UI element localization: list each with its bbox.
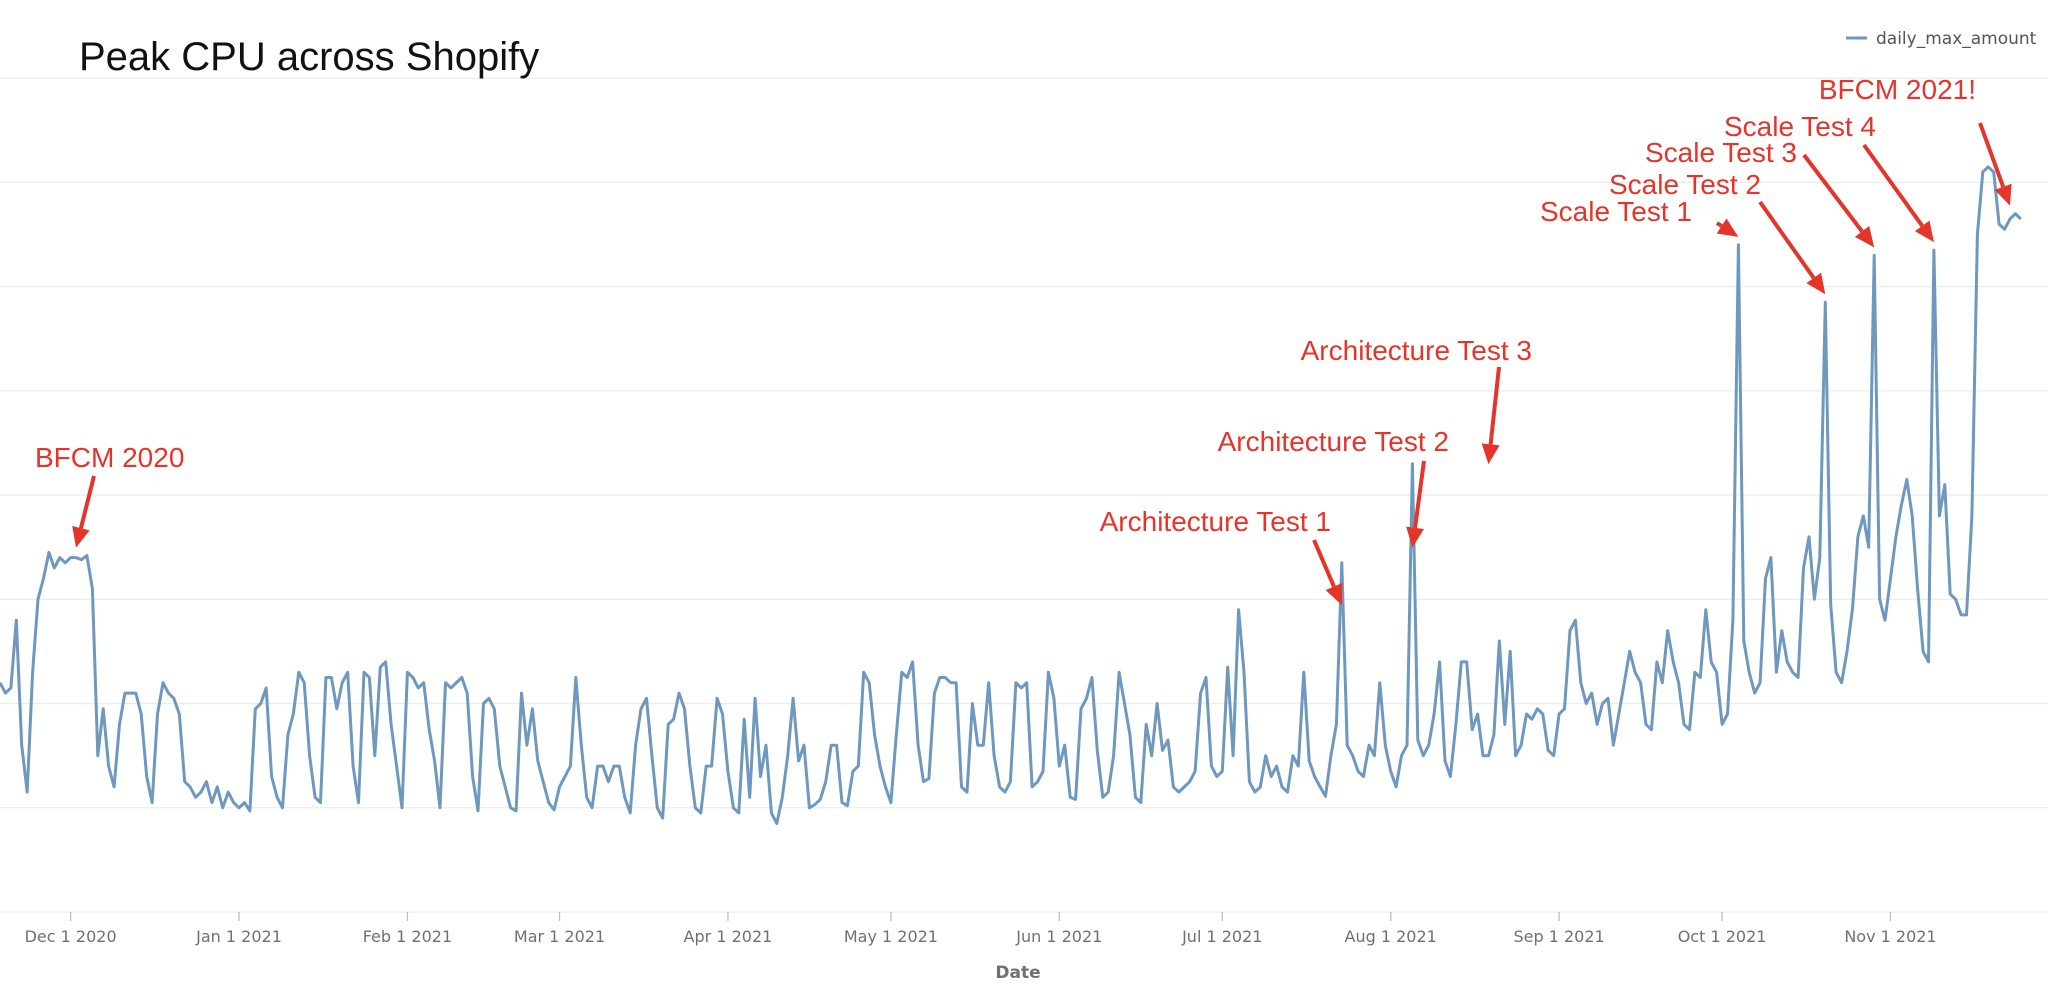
annotation-label: Scale Test 3 [1645, 137, 1797, 168]
x-tick-label: May 1 2021 [844, 927, 938, 946]
x-tick-label: Oct 1 2021 [1678, 927, 1767, 946]
annotation-label: BFCM 2021! [1819, 74, 1976, 105]
annotation-arrow [78, 475, 96, 529]
annotation-arrowhead [1325, 583, 1343, 605]
legend-label: daily_max_amount [1876, 29, 2037, 49]
annotation-arrowhead [1406, 526, 1424, 548]
series-line-daily_max_amount [0, 165, 2022, 825]
annotation-arrow [1715, 221, 1723, 228]
annotation-label: BFCM 2020 [35, 442, 184, 473]
annotation-arrowhead [1806, 272, 1826, 295]
annotation-arrow [1802, 153, 1864, 233]
annotation-label: Scale Test 1 [1540, 196, 1692, 227]
x-tick-label: Apr 1 2021 [684, 927, 773, 946]
x-tick-label: Aug 1 2021 [1345, 927, 1437, 946]
x-tick-label: Mar 1 2021 [514, 927, 605, 946]
x-tick-label: Jun 1 2021 [1015, 927, 1102, 946]
annotation-label: Scale Test 2 [1609, 169, 1761, 200]
x-tick-label: Jan 1 2021 [195, 927, 282, 946]
annotation-label: Architecture Test 3 [1301, 335, 1532, 366]
annotation-arrow [1413, 460, 1426, 529]
x-tick-label: Nov 1 2021 [1844, 927, 1936, 946]
chart-title: Peak CPU across Shopify [79, 35, 539, 79]
annotation-arrow [1978, 122, 2006, 188]
annotation-arrow [1312, 539, 1336, 588]
x-tick-label: Dec 1 2020 [25, 927, 117, 946]
annotation-label: Scale Test 4 [1724, 111, 1876, 142]
annotation-label: Architecture Test 2 [1218, 426, 1449, 457]
x-tick-label: Sep 1 2021 [1513, 927, 1604, 946]
legend: daily_max_amount [1846, 29, 2037, 49]
annotation-arrow [1862, 143, 1924, 228]
annotation-arrow [1488, 366, 1501, 445]
annotation-arrowhead [1994, 183, 2012, 206]
annotation-arrow [1758, 200, 1816, 280]
grid-lines [0, 77, 2048, 913]
annotation-arrowhead [1854, 225, 1875, 248]
series-layer [0, 165, 2022, 825]
annotation-label: Architecture Test 1 [1100, 506, 1331, 537]
annotation-arrowhead [1716, 218, 1739, 237]
annotation-arrowhead [72, 526, 90, 548]
annotation-arrowhead [1914, 220, 1934, 243]
x-tick-label: Feb 1 2021 [363, 927, 452, 946]
x-axis: Dec 1 2020 Jan 1 2021 Feb 1 2021 Mar 1 2021… [25, 912, 1937, 946]
x-tick-label: Jul 1 2021 [1181, 927, 1262, 946]
annotation-arrowhead [1481, 443, 1500, 465]
x-axis-title: Date [995, 963, 1040, 983]
annotations: BFCM 2020 Architecture Test 1 Architecture… [35, 74, 2012, 605]
